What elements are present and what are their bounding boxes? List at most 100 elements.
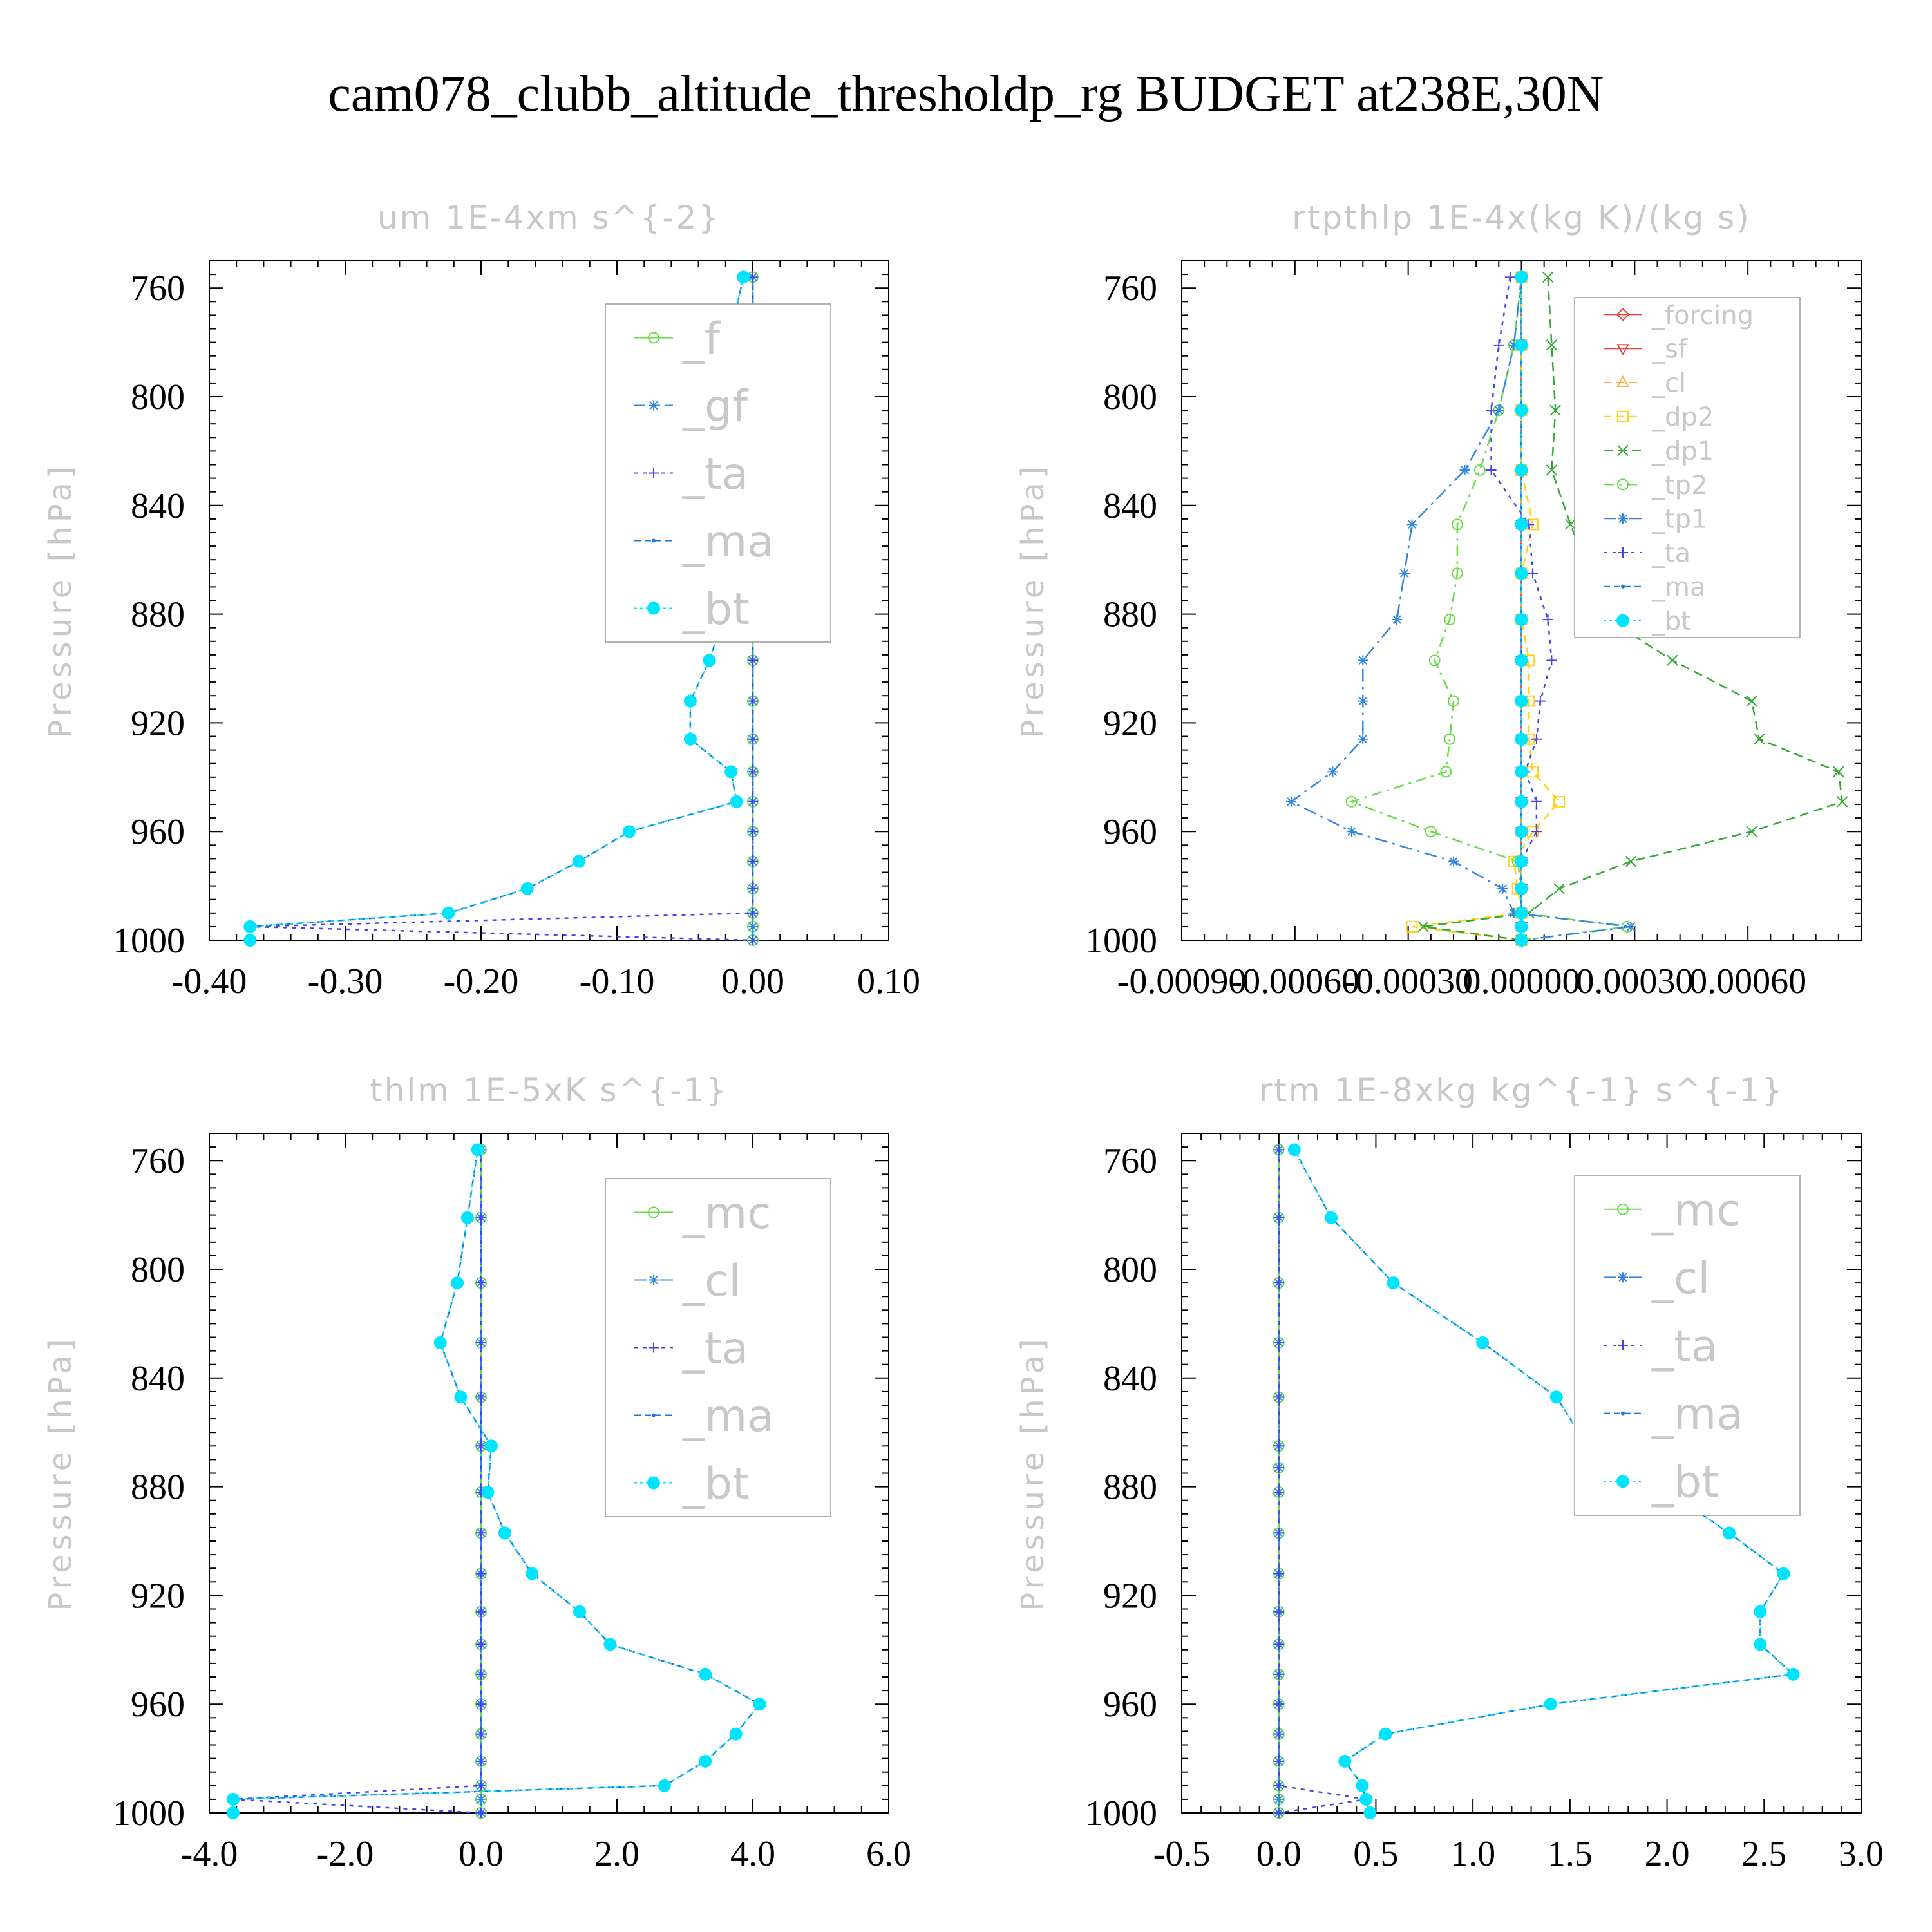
marker-ta-0: [1504, 272, 1515, 283]
marker-ta-5: [476, 1441, 486, 1452]
series-ta: [1273, 1144, 1372, 1818]
marker-ta-2: [1273, 1278, 1284, 1289]
marker-ta-9: [1531, 734, 1542, 744]
marker-bt-0: [471, 1143, 484, 1157]
marker-dp1-14: [1553, 883, 1565, 895]
marker-bt-2: [1515, 404, 1528, 417]
marker-tp2-9: [1444, 733, 1456, 745]
marker-tp1-11: [1285, 796, 1296, 807]
marker-bt-17: [1359, 1792, 1373, 1806]
marker-bt-14: [1379, 1727, 1392, 1741]
marker-tp1-6: [1392, 614, 1403, 625]
y-tick-label: 960: [1103, 812, 1157, 852]
x-tick-label: -0.00030: [1343, 961, 1473, 1001]
x-tick-label: 6.0: [866, 1834, 911, 1874]
marker-bt-17: [243, 934, 257, 947]
marker-bt-15: [1515, 906, 1528, 920]
marker-bt-15: [442, 906, 455, 920]
marker-dp1-10: [1833, 766, 1844, 778]
marker-ta-14: [1273, 1728, 1284, 1739]
marker-tp1-9: [1358, 734, 1368, 744]
series-dp2: [1406, 271, 1566, 946]
x-tick-label: 0.00000: [1463, 961, 1580, 1001]
y-tick-label: 920: [131, 703, 185, 743]
marker-bt-0: [1287, 1143, 1301, 1157]
marker-ta-1: [1493, 339, 1504, 350]
legend-label: _forcing: [1651, 301, 1754, 330]
x-tick-label: 0.10: [857, 961, 920, 1001]
marker-dp1-4: [1564, 518, 1577, 531]
marker-bt-12: [622, 825, 636, 838]
marker-ta-7: [1273, 1487, 1284, 1498]
marker-tp1-14: [1497, 883, 1508, 894]
marker-dp2-legend: [1617, 410, 1629, 422]
marker-tp2-5: [1451, 567, 1463, 580]
marker-bt-4: [454, 1390, 468, 1404]
marker-tp1-legend: [1618, 513, 1628, 524]
x-tick-label: 1.5: [1548, 1834, 1593, 1874]
marker-bt-13: [729, 1727, 743, 1741]
legend-label: _ta: [1651, 1321, 1718, 1372]
marker-bt-1: [460, 1211, 474, 1224]
marker-gf-legend: [649, 400, 659, 411]
legend-label: _bt: [682, 584, 750, 635]
panel-title: um 1E-4xm s^{-2}: [377, 199, 721, 236]
marker-tp1-3: [1459, 464, 1470, 475]
marker-ta-13: [1273, 1699, 1284, 1710]
marker-tp1-5: [1399, 568, 1410, 579]
marker-bt-3: [1515, 463, 1528, 477]
marker-ma-legend: [1621, 584, 1625, 589]
marker-dp1-legend: [1617, 444, 1629, 457]
marker-dp1-3: [1546, 464, 1558, 476]
marker-tp1-2: [1493, 405, 1504, 416]
marker-ta-12: [1273, 1669, 1284, 1680]
marker-bt-18: [1363, 1806, 1377, 1819]
marker-ta-12: [1531, 826, 1542, 837]
marker-bt-7: [1515, 654, 1528, 667]
x-tick-label: 0.0: [459, 1834, 504, 1874]
legend-box: [1574, 297, 1801, 638]
marker-bt-3: [433, 1336, 447, 1349]
marker-ta-18: [1273, 1808, 1284, 1818]
marker-ta-4: [476, 1392, 486, 1403]
marker-bt-9: [573, 1605, 586, 1618]
legend-label: _cl: [1651, 1253, 1710, 1304]
marker-ta-legend: [1618, 1340, 1628, 1350]
marker-ta-11: [1531, 796, 1542, 807]
marker-ta-2: [476, 1278, 486, 1289]
marker-ta-14: [476, 1756, 486, 1766]
marker-ta-12: [748, 826, 758, 837]
marker-ma-legend: [652, 1413, 656, 1417]
marker-cl-legend: [1616, 375, 1629, 387]
series-bt: [226, 1143, 766, 1819]
marker-tp1-10: [1327, 766, 1338, 777]
marker-tp2-legend: [1617, 478, 1629, 491]
marker-dp1-2: [1549, 404, 1561, 416]
marker-tp2-3: [1474, 464, 1486, 476]
marker-gf-16: [748, 921, 758, 932]
marker-bt-12: [1786, 1667, 1800, 1681]
x-tick-label: -0.5: [1153, 1834, 1211, 1874]
marker-tp1-8: [1358, 696, 1368, 706]
legend-label: _dp1: [1651, 437, 1714, 466]
marker-bt-12: [753, 1698, 766, 1711]
marker-bt-9: [683, 732, 697, 746]
marker-tp1-16: [1625, 921, 1636, 932]
marker-bt-4: [1549, 1390, 1563, 1404]
marker-bt-2: [451, 1276, 464, 1290]
y-tick-label: 760: [1103, 1141, 1157, 1181]
panels: um 1E-4xm s^{-2} Pressure [hPa] 760 800 840 8…: [43, 199, 1884, 1874]
marker-ta-1: [1273, 1212, 1284, 1223]
marker-bt-legend: [1616, 614, 1629, 627]
marker-sf-legend: [1616, 344, 1629, 356]
x-tick-label: 0.00060: [1689, 961, 1806, 1001]
marker-bt-legend: [1616, 1475, 1629, 1488]
x-tick-label: 3.0: [1839, 1834, 1884, 1874]
marker-tp2-8: [1448, 695, 1459, 707]
marker-tp1-13: [1448, 856, 1459, 867]
marker-tp2-11: [1345, 795, 1358, 808]
legend-label: _ta: [682, 449, 748, 500]
legend-label: _ta: [682, 1323, 748, 1374]
y-tick-label: 1000: [113, 921, 185, 961]
series-line: [1278, 1150, 1367, 1814]
